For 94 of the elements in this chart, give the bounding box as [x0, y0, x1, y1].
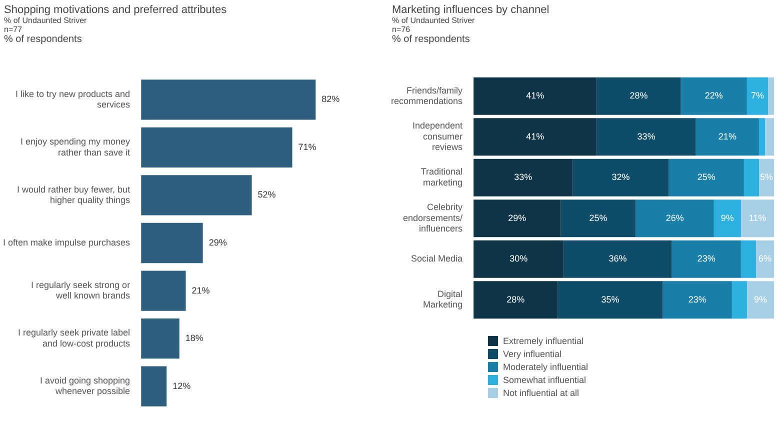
- data-label: 28%: [506, 294, 525, 304]
- chart-title: Shopping motivations and preferred attributes: [4, 4, 228, 16]
- data-label: 25%: [589, 212, 608, 223]
- data-label: 23%: [688, 294, 706, 304]
- bar: [564, 240, 672, 278]
- data-label: 22%: [704, 90, 723, 101]
- text: % of Undaunted Striver: [4, 16, 88, 25]
- data-label: 25%: [697, 172, 716, 182]
- y-tick-label: I would rather buy fewer, but higher quality things: [17, 184, 131, 206]
- data-label: 41%: [526, 131, 544, 142]
- bar: [758, 158, 774, 196]
- bar: [474, 77, 597, 115]
- data-label: 32%: [612, 172, 630, 182]
- bar: [141, 318, 180, 359]
- bar: [141, 175, 252, 216]
- bar: [740, 200, 774, 238]
- data-label: 6%: [758, 254, 772, 264]
- bar: [596, 77, 681, 115]
- bar: [560, 200, 636, 238]
- data-label: 29%: [508, 212, 526, 223]
- y-tick-label: I often make impulse purchases: [2, 237, 131, 248]
- bar: [668, 158, 744, 196]
- bar: [141, 222, 203, 264]
- bar: [572, 158, 669, 196]
- bar: [696, 118, 759, 156]
- data-label: 21%: [718, 131, 736, 142]
- data-label: 30%: [510, 254, 528, 264]
- data-label: 21%: [192, 285, 210, 296]
- chart-title: Marketing influences by channel: [392, 4, 550, 16]
- legend-label: Moderately influential: [503, 362, 588, 372]
- data-label: 29%: [208, 237, 227, 248]
- legend-label: Very influential: [503, 349, 562, 359]
- bar: [141, 270, 186, 311]
- bar: [714, 200, 741, 238]
- bar: [141, 80, 316, 120]
- bar: [740, 240, 756, 278]
- data-label: 33%: [637, 131, 656, 142]
- y-tick-label: I enjoy spending my money rather than save it: [20, 136, 131, 158]
- bar: [141, 366, 167, 406]
- bar: [558, 281, 663, 319]
- bar: [474, 200, 561, 238]
- data-label: 18%: [185, 333, 204, 344]
- data-label: 41%: [526, 90, 544, 101]
- bar: [474, 158, 573, 196]
- y-tick-label: Celebrity endorsements/ influencers: [402, 202, 464, 234]
- bar: [672, 240, 741, 278]
- y-tick-label: Social Media: [411, 254, 463, 264]
- data-label: 9%: [720, 212, 734, 223]
- text: % of respondents: [392, 34, 471, 45]
- bar: [141, 127, 292, 168]
- data-label: 12%: [172, 380, 191, 391]
- bar: [746, 77, 768, 115]
- bar: [474, 118, 597, 156]
- bar: [758, 118, 765, 156]
- data-label: 5%: [760, 172, 773, 182]
- data-label: 52%: [258, 190, 276, 200]
- y-tick-label: I avoid going shopping whenever possible: [40, 375, 130, 396]
- bar: [636, 200, 714, 238]
- bar: [746, 281, 774, 319]
- y-tick-label: I regularly seek strong or well known brands: [31, 280, 131, 301]
- legend-label: Somewhat influential: [503, 375, 586, 385]
- y-tick-label: Digital Marketing: [423, 288, 463, 310]
- bar: [596, 118, 696, 156]
- data-label: 82%: [322, 94, 340, 104]
- y-tick-label: I like to try new products and services: [16, 88, 131, 110]
- bar: [474, 281, 558, 319]
- data-label: 7%: [750, 90, 764, 101]
- data-label: 26%: [666, 212, 684, 223]
- y-tick-label: Traditional marketing: [420, 166, 463, 188]
- bar: [756, 240, 774, 278]
- y-tick-label: Independent consumer reviews: [412, 120, 464, 152]
- data-label: 23%: [697, 254, 716, 264]
- data-label: 9%: [754, 294, 767, 304]
- bar: [768, 77, 774, 115]
- bar: [744, 158, 759, 196]
- bar: [662, 281, 732, 319]
- data-label: 36%: [608, 254, 627, 264]
- bar: [732, 281, 747, 319]
- text: n=76: [392, 25, 412, 34]
- bar: [474, 240, 564, 278]
- data-label: 33%: [514, 172, 532, 182]
- y-tick-label: I regularly seek private label and low-cost products: [18, 328, 131, 348]
- text: % of respondents: [4, 34, 83, 45]
- data-label: 35%: [601, 294, 620, 304]
- data-label: 71%: [298, 142, 316, 152]
- text: n=77: [4, 25, 24, 34]
- y-tick-label: Friends/family recommendations: [390, 85, 464, 106]
- bar: [764, 118, 774, 156]
- legend-label: Extremely influential: [503, 336, 584, 346]
- chart-subtitle: % of Undaunted Striver: [392, 16, 476, 25]
- data-label: 28%: [630, 90, 648, 101]
- data-label: 11%: [748, 212, 766, 223]
- legend-label: Not influential at all: [503, 388, 580, 398]
- bar: [680, 77, 747, 115]
